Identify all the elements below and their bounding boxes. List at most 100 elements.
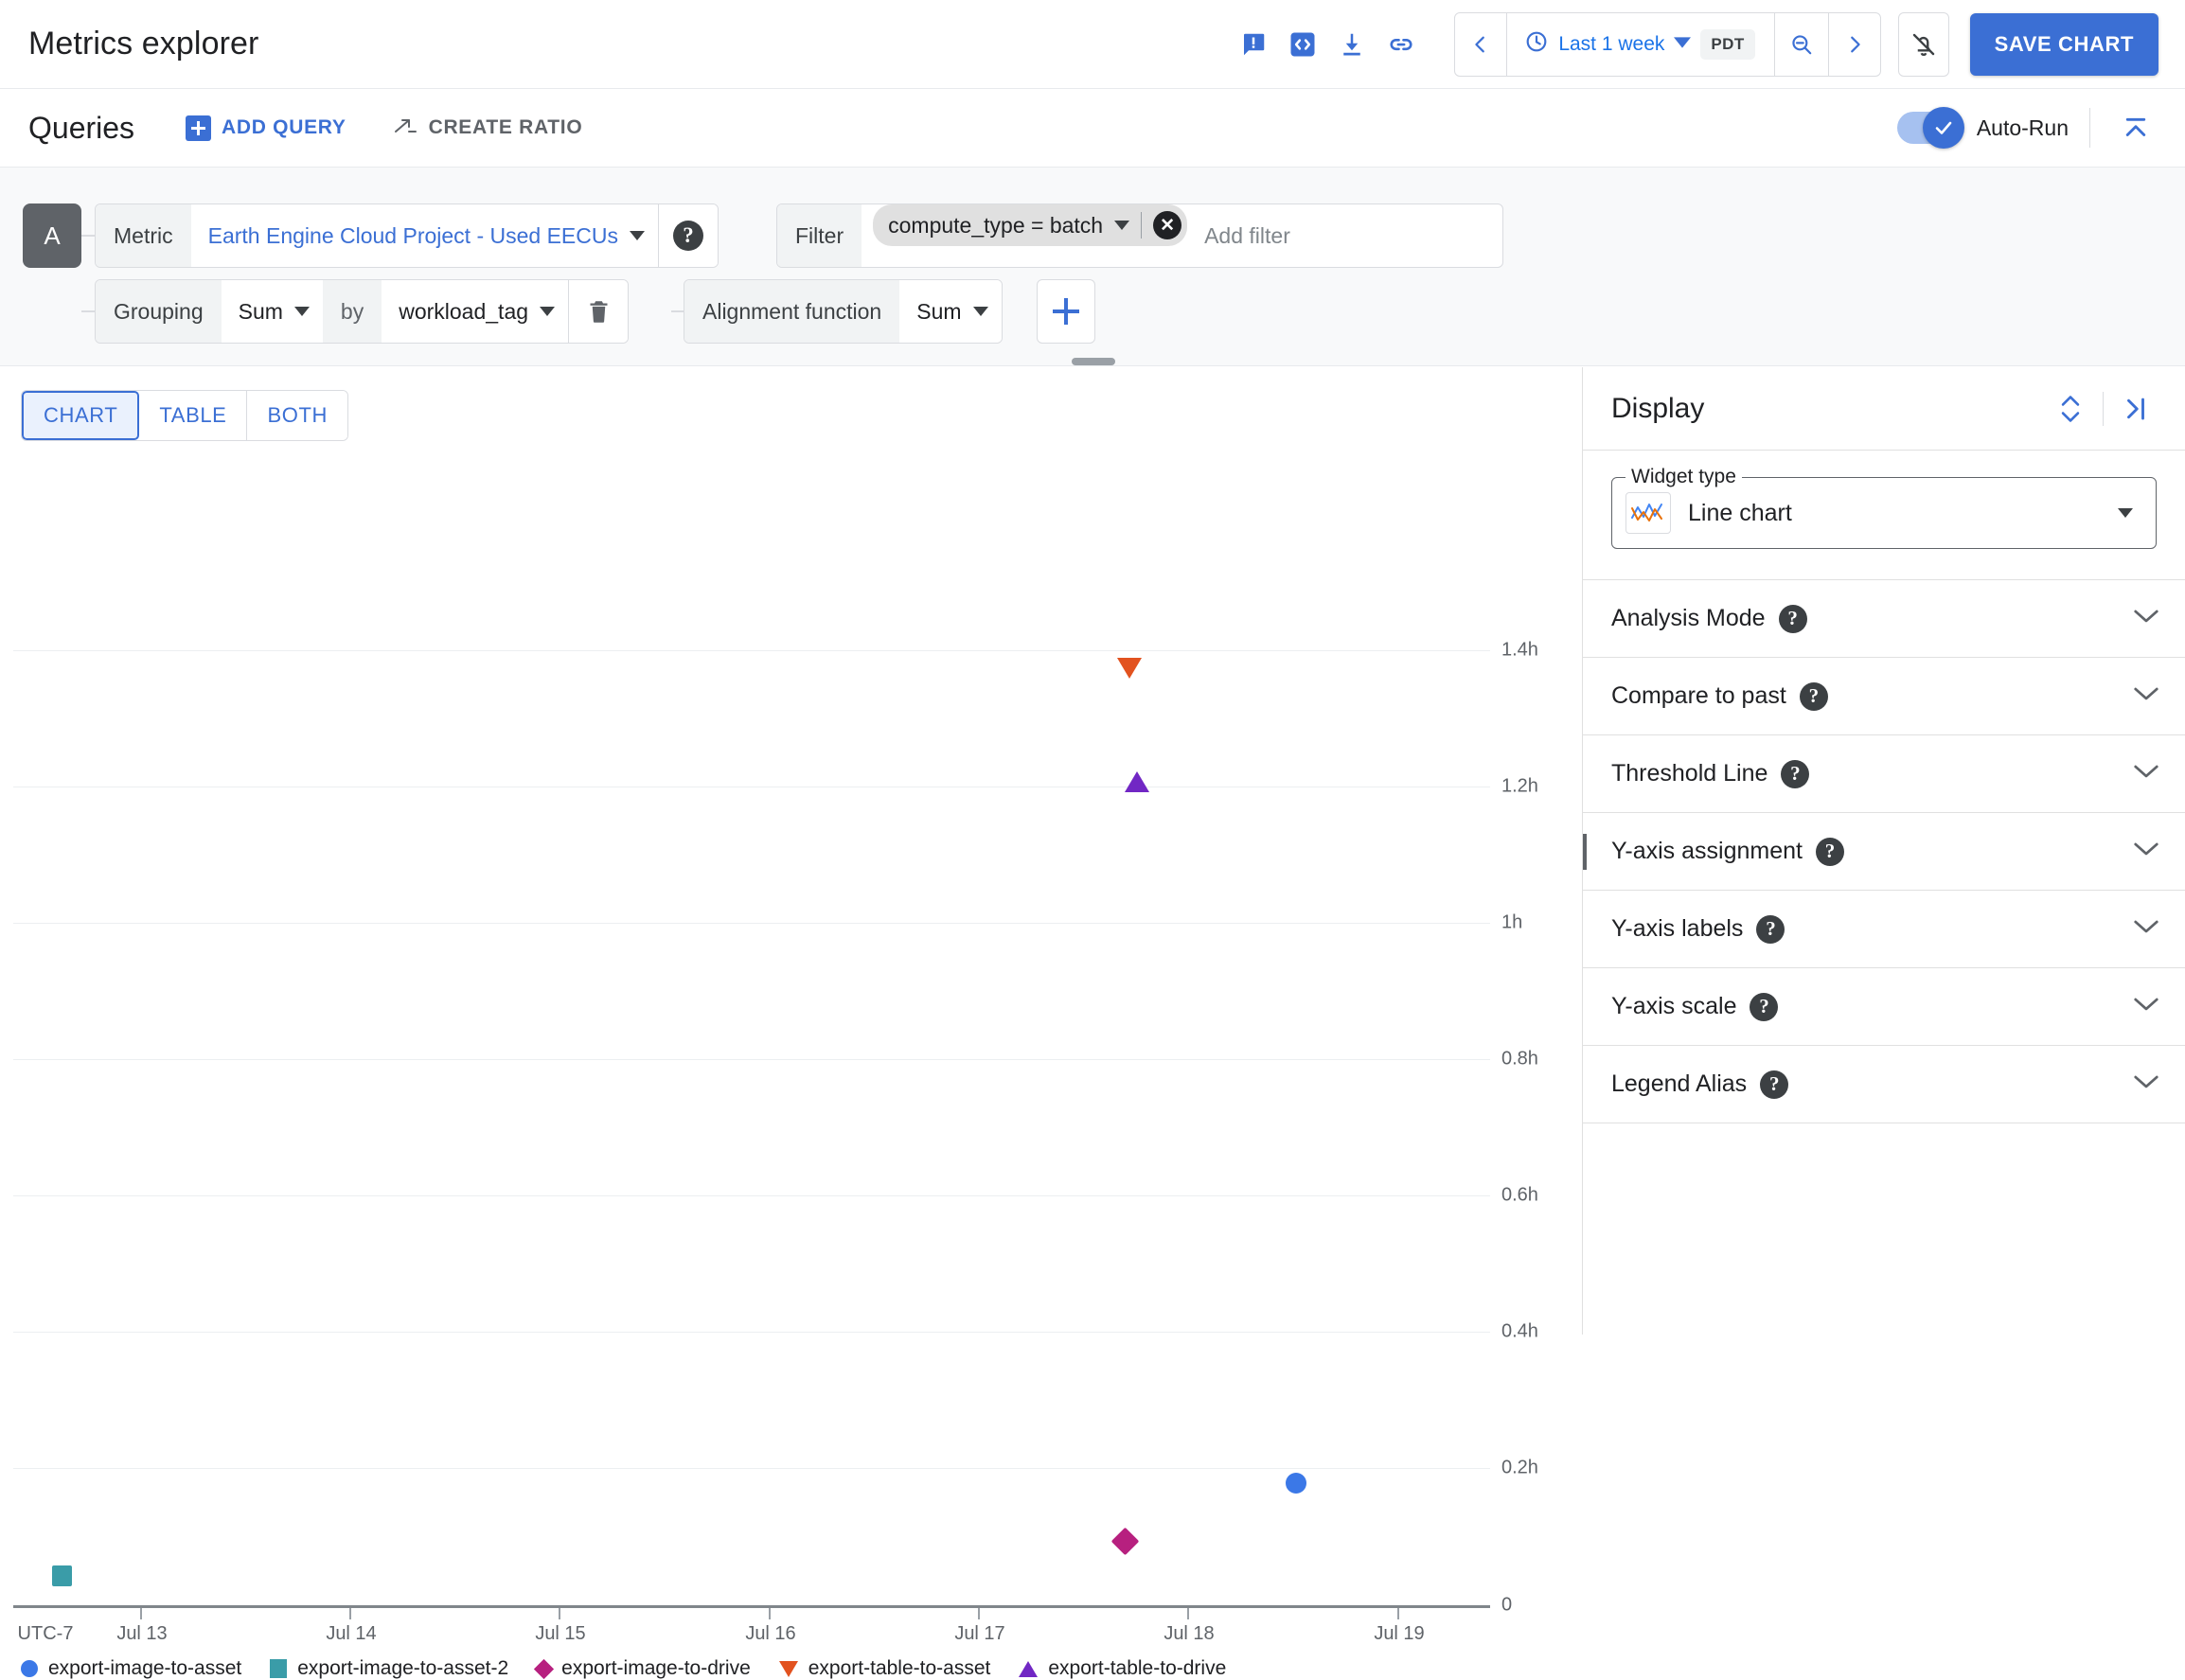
metric-control: Metric Earth Engine Cloud Project - Used…: [95, 203, 719, 268]
x-axis-timezone-label: UTC-7: [17, 1623, 74, 1644]
mute-alerts-icon[interactable]: [1897, 11, 1949, 77]
time-range-prev-button[interactable]: [1455, 13, 1506, 76]
x-axis-line: [13, 1605, 1490, 1608]
collapse-up-icon[interactable]: [2111, 103, 2160, 152]
save-chart-button[interactable]: SAVE CHART: [1969, 12, 2158, 76]
data-point-export-table-to-asset[interactable]: [1117, 658, 1142, 679]
help-icon[interactable]: ?: [1760, 1070, 1789, 1099]
help-icon[interactable]: ?: [1756, 914, 1785, 944]
help-icon[interactable]: ?: [1778, 604, 1807, 633]
filter-chip-label: compute_type = batch: [888, 212, 1104, 238]
queries-right-controls: Auto-Run: [1896, 103, 2160, 152]
add-filter-input[interactable]: Add filter: [1204, 222, 1290, 248]
timezone-chip[interactable]: PDT: [1700, 28, 1755, 60]
help-icon[interactable]: ?: [1815, 837, 1844, 866]
zoom-out-icon[interactable]: [1775, 13, 1828, 76]
remove-filter-icon[interactable]: ✕: [1153, 211, 1182, 239]
divider: [2089, 108, 2090, 148]
filter-control: Filter compute_type = batch ✕ Add filter: [776, 203, 1503, 268]
metric-selector[interactable]: Earth Engine Cloud Project - Used EECUs: [190, 204, 658, 267]
chart-legend: export-image-to-asset export-image-to-as…: [0, 1657, 1582, 1680]
chevron-down-icon: [293, 307, 310, 316]
data-point-export-image-to-drive[interactable]: [1110, 1527, 1140, 1556]
y-axis-tick-label: 0.2h: [1501, 1457, 1538, 1478]
alignment-label: Alignment function: [684, 280, 900, 343]
connector: [81, 310, 95, 312]
chevron-down-icon: [2132, 995, 2160, 1018]
legend-item[interactable]: export-table-to-asset: [778, 1657, 991, 1680]
link-icon[interactable]: [1377, 20, 1426, 69]
alignment-function-selector[interactable]: Sum: [899, 280, 1002, 343]
add-query-element-button[interactable]: [1037, 279, 1095, 344]
grouping-value: Sum: [238, 298, 283, 324]
section-threshold-line[interactable]: Threshold Line ?: [1583, 735, 2185, 813]
chart-plot-area[interactable]: 1.4h 1.2h 1h 0.8h 0.6h 0.4h 0.2h 0 UTC-7…: [0, 367, 1582, 1644]
close-panel-icon[interactable]: [2111, 384, 2160, 433]
x-axis-tick: [769, 1608, 771, 1619]
auto-run-toggle[interactable]: [1896, 107, 1964, 149]
section-compare-to-past[interactable]: Compare to past ?: [1583, 658, 2185, 735]
time-range-selector[interactable]: Last 1 week PDT: [1507, 13, 1773, 76]
section-analysis-mode[interactable]: Analysis Mode ?: [1583, 580, 2185, 658]
expand-collapse-icon[interactable]: [2046, 384, 2095, 433]
add-query-button[interactable]: ADD QUERY: [186, 115, 346, 141]
gridline: [13, 1468, 1490, 1469]
metric-help-button[interactable]: ?: [659, 204, 718, 267]
data-point-export-image-to-asset[interactable]: [1286, 1473, 1306, 1494]
create-ratio-label: CREATE RATIO: [428, 116, 583, 138]
widget-type-value: Line chart: [1688, 499, 1792, 526]
section-label: Compare to past: [1611, 682, 1786, 709]
tab-both[interactable]: BOTH: [247, 391, 347, 440]
queries-heading: Queries: [28, 110, 135, 145]
divider: [1506, 12, 1508, 76]
time-range-next-button[interactable]: [1829, 13, 1880, 76]
delete-grouping-button[interactable]: [569, 280, 629, 343]
filter-label: Filter: [777, 204, 862, 267]
create-ratio-button[interactable]: CREATE RATIO: [394, 115, 583, 141]
grouping-aggregation-selector[interactable]: Sum: [221, 280, 323, 343]
selected-indicator: [1583, 834, 1587, 870]
x-axis-tick-label: Jul 14: [326, 1623, 377, 1644]
chevron-down-icon: [1114, 221, 1130, 230]
data-point-export-table-to-drive[interactable]: [1125, 771, 1149, 792]
widget-type-field[interactable]: Widget type Line chart: [1611, 466, 2157, 549]
group-by-field-selector[interactable]: workload_tag: [382, 280, 569, 343]
section-legend-alias[interactable]: Legend Alias ?: [1583, 1046, 2185, 1123]
x-axis-tick-label: Jul 18: [1164, 1623, 1215, 1644]
line-chart-thumbnail-icon: [1625, 492, 1671, 534]
header-actions: Last 1 week PDT: [1229, 11, 2158, 77]
section-y-axis-labels[interactable]: Y-axis labels ?: [1583, 891, 2185, 968]
legend-marker-diamond-icon: [534, 1658, 555, 1679]
data-point-export-image-to-asset-2[interactable]: [52, 1565, 72, 1586]
code-icon[interactable]: [1278, 20, 1327, 69]
connector: [671, 310, 684, 312]
tab-chart[interactable]: CHART: [22, 391, 140, 440]
chevron-down-icon: [540, 307, 556, 316]
help-icon[interactable]: ?: [1799, 681, 1828, 711]
time-range-label: Last 1 week: [1558, 32, 1665, 55]
panel-drag-handle[interactable]: [1072, 358, 1115, 365]
x-axis-tick: [559, 1608, 560, 1619]
divider: [568, 280, 570, 343]
widget-type-legend: Widget type: [1625, 466, 1742, 488]
chevron-down-icon: [2132, 762, 2160, 786]
section-y-axis-assignment[interactable]: Y-axis assignment ?: [1583, 813, 2185, 891]
legend-item[interactable]: export-table-to-drive: [1019, 1657, 1226, 1680]
download-icon[interactable]: [1327, 20, 1377, 69]
top-header: Metrics explorer: [0, 0, 2185, 89]
help-icon[interactable]: ?: [1750, 992, 1779, 1021]
metric-value: Earth Engine Cloud Project - Used EECUs: [207, 222, 618, 248]
widget-type-section: Widget type Line chart: [1583, 451, 2185, 580]
legend-item[interactable]: export-image-to-asset: [21, 1657, 241, 1680]
annotation-icon[interactable]: [1229, 20, 1278, 69]
query-badge[interactable]: A: [23, 203, 81, 268]
gridline: [13, 1059, 1490, 1060]
legend-label: export-table-to-asset: [808, 1657, 991, 1679]
filter-chip[interactable]: compute_type = batch ✕: [873, 204, 1188, 246]
legend-item[interactable]: export-image-to-drive: [534, 1657, 751, 1680]
help-icon[interactable]: ?: [1781, 759, 1810, 788]
legend-item[interactable]: export-image-to-asset-2: [270, 1657, 508, 1680]
tab-table[interactable]: TABLE: [139, 391, 248, 440]
section-y-axis-scale[interactable]: Y-axis scale ?: [1583, 968, 2185, 1046]
plus-icon: [1053, 298, 1079, 325]
